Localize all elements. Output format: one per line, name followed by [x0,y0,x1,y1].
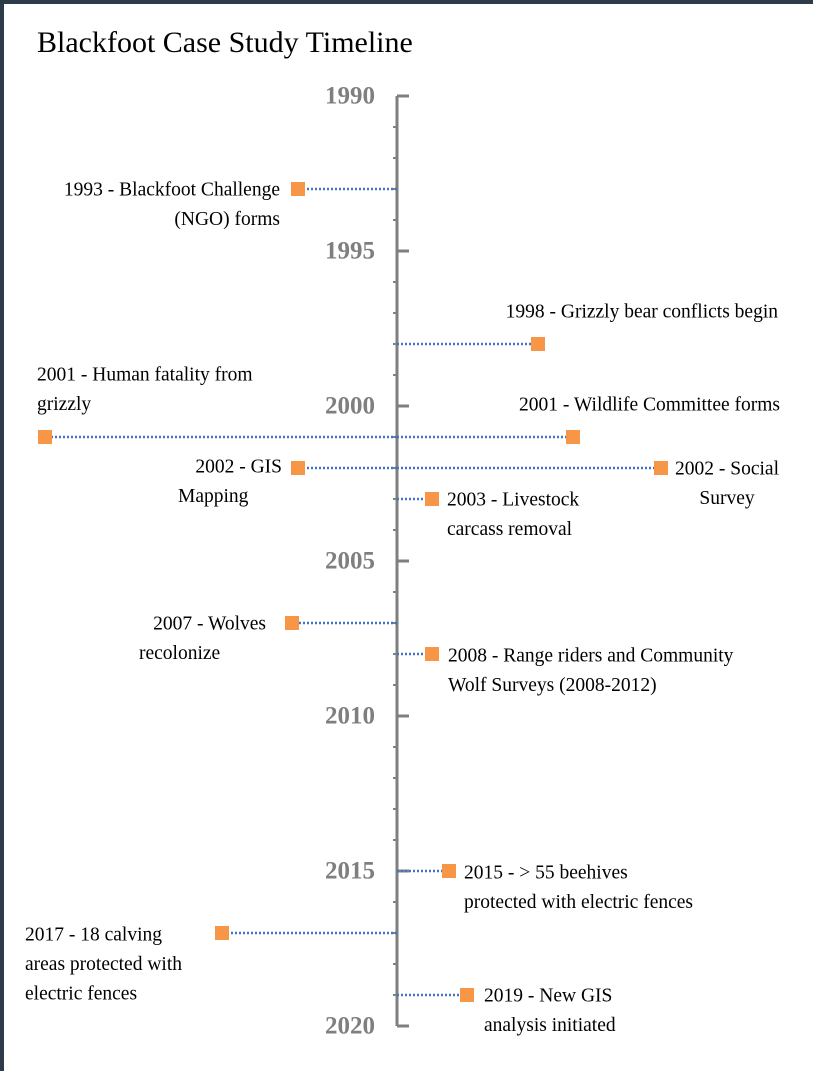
event-marker [442,864,456,878]
event-marker [425,492,439,506]
event-marker [425,647,439,661]
background [4,4,813,1071]
event-marker [566,430,580,444]
event-label: 2002 - GIS [195,456,282,477]
event-marker [531,337,545,351]
event-marker [285,616,299,630]
event-label: Wolf Surveys (2008-2012) [448,675,657,696]
y-tick-label: 1995 [325,238,375,265]
event-label: 2001 - Wildlife Committee forms [519,394,780,415]
event-label: areas protected with [25,954,182,975]
event-label: 1998 - Grizzly bear conflicts begin [506,301,779,322]
event-marker [654,461,668,475]
event-label: 2002 - Social [675,458,780,479]
event-marker [460,988,474,1002]
event-label: 2008 - Range riders and Community [448,645,734,666]
y-tick-label: 1990 [325,83,375,110]
event-label: Mapping [178,486,249,507]
y-tick-label: 2000 [325,393,375,420]
event-label: 2017 - 18 calving [25,924,162,945]
event-label: electric fences [25,983,137,1004]
event-label: carcass removal [447,519,573,540]
event-marker [291,461,305,475]
event-label: protected with electric fences [464,892,693,913]
event-label: 2003 - Livestock [447,489,579,510]
y-tick-label: 2010 [325,703,375,730]
event-label: 2001 - Human fatality from [37,364,253,385]
event-label: 1993 - Blackfoot Challenge [64,179,280,200]
event-label: analysis initiated [484,1015,616,1036]
event-marker [215,926,229,940]
event-label: grizzly [37,394,91,415]
event-label: Survey [699,488,754,509]
event-label: (NGO) forms [174,209,280,230]
chart-title: Blackfoot Case Study Timeline [37,26,413,59]
y-tick-label: 2020 [325,1013,375,1040]
event-label: 2019 - New GIS [484,985,612,1006]
y-tick-label: 2005 [325,548,375,575]
event-marker [38,430,52,444]
event-label: recolonize [139,643,220,664]
event-label: 2015 - > 55 beehives [464,862,628,883]
event-label: 2007 - Wolves [153,613,266,634]
event-marker [291,182,305,196]
y-tick-label: 2015 [325,858,375,885]
